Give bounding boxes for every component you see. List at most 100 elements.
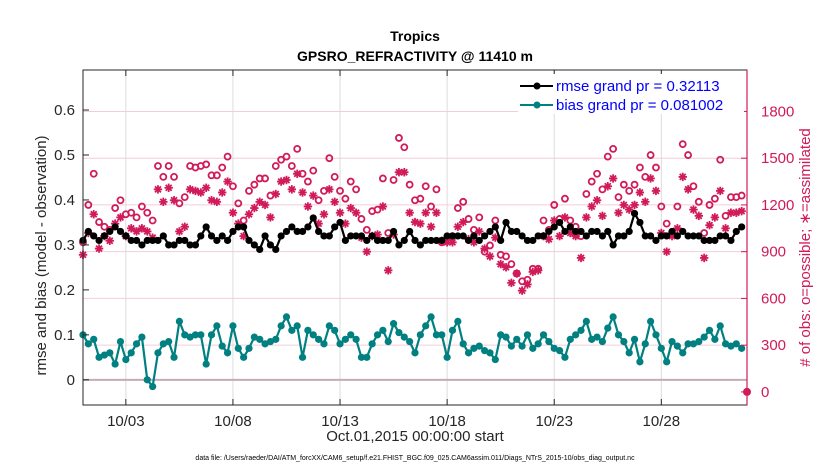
rmse-point (331, 223, 339, 231)
possible-obs-point (432, 185, 441, 194)
bias-point (647, 317, 655, 325)
bias-point (614, 331, 623, 339)
asterisk-marker (432, 208, 441, 217)
possible-obs-point (405, 180, 414, 189)
asterisk-marker (153, 185, 163, 194)
rmse-point (240, 223, 248, 231)
rmse-point (738, 223, 746, 231)
bias-point (716, 322, 724, 330)
asterisk-stroke (202, 184, 210, 192)
possible-obs-point (464, 215, 473, 223)
asterisk-stroke (448, 238, 457, 246)
bias-point (700, 333, 708, 341)
asterisk-stroke (641, 198, 649, 206)
rmse-point (625, 227, 633, 236)
possible-obs-point (346, 177, 355, 186)
asterisk-marker (598, 211, 607, 221)
asterisk-marker (699, 253, 709, 263)
possible-obs-point (100, 222, 109, 231)
rmse-point (389, 227, 398, 236)
asterisk-stroke (165, 184, 173, 192)
rmse-point (315, 227, 323, 236)
asterisk-marker (587, 202, 596, 211)
asterisk-stroke (347, 204, 355, 212)
asterisk-stroke (288, 185, 296, 193)
asterisk-marker (384, 266, 393, 275)
asterisk-marker (212, 197, 222, 207)
bias-point (293, 322, 301, 330)
bias-point (705, 326, 714, 334)
rmse-point (261, 232, 269, 240)
asterisk-marker (378, 202, 388, 211)
asterisk-marker (309, 191, 318, 200)
rmse-point (464, 236, 473, 245)
possible-obs-point (603, 152, 612, 161)
asterisk-stroke (95, 244, 103, 253)
possible-obs-point (218, 163, 227, 172)
rmse-point (165, 241, 173, 249)
bias-point (304, 326, 312, 334)
bias-point (459, 340, 467, 348)
rmse-point (111, 223, 119, 231)
rmse-point (577, 227, 585, 236)
x-tick-label: 10/03 (107, 413, 145, 430)
bias-point (336, 340, 344, 348)
rmse-point (395, 241, 403, 249)
asterisk-stroke (443, 238, 451, 246)
possible-obs-point (625, 187, 634, 195)
rmse-point (132, 236, 141, 245)
rmse-point (384, 236, 392, 245)
asterisk-stroke (197, 188, 205, 197)
possible-obs-point (223, 152, 232, 161)
rmse-point (555, 218, 564, 227)
possible-obs-point (716, 155, 725, 164)
rmse-point (218, 232, 226, 240)
asterisk-stroke (689, 206, 698, 214)
possible-obs-point (309, 166, 318, 175)
possible-obs-point (180, 193, 189, 202)
rmse-point (245, 236, 253, 245)
bias-point (122, 355, 130, 364)
x-tick-label: 10/28 (643, 413, 681, 430)
possible-obs-point (261, 174, 269, 183)
rmse-point (181, 236, 189, 245)
bias-point (711, 335, 719, 343)
possible-obs-point (619, 180, 628, 189)
bias-point (197, 331, 205, 339)
possible-obs-point (395, 134, 403, 142)
possible-obs-point (304, 177, 312, 186)
rmse-point (609, 241, 617, 249)
rmse-point (657, 232, 665, 240)
bias-point (363, 353, 371, 361)
rmse-point (95, 236, 103, 245)
rmse-point (668, 227, 676, 236)
asterisk-marker (416, 219, 425, 228)
possible-obs-point (700, 229, 709, 237)
rmse-point (159, 232, 167, 240)
rmse-point (154, 236, 162, 245)
bias-point (652, 331, 660, 339)
asterisk-stroke (325, 185, 333, 193)
possible-obs-point (84, 201, 93, 209)
possible-obs-point (164, 162, 173, 170)
rmse-point (614, 232, 623, 240)
possible-obs-point (453, 204, 462, 212)
rmse-point (572, 227, 580, 236)
asterisk-stroke (716, 187, 724, 195)
asterisk-marker (582, 213, 591, 222)
asterisk-marker (362, 247, 372, 256)
rmse-point (443, 232, 451, 240)
bias-point (630, 335, 639, 343)
rmse-point (143, 236, 151, 245)
rmse-point (513, 227, 521, 236)
bias-point (539, 331, 548, 339)
asterisk-marker (169, 196, 179, 205)
rmse-point (550, 223, 558, 231)
legend-label-bias: bias grand pr = 0.081002 (556, 97, 723, 114)
asterisk-marker (683, 185, 693, 194)
rmse-point (347, 232, 355, 240)
rmse-point (700, 236, 708, 245)
possible-obs-point (362, 225, 371, 234)
rmse-point (684, 232, 692, 240)
asterisk-stroke (630, 201, 639, 209)
